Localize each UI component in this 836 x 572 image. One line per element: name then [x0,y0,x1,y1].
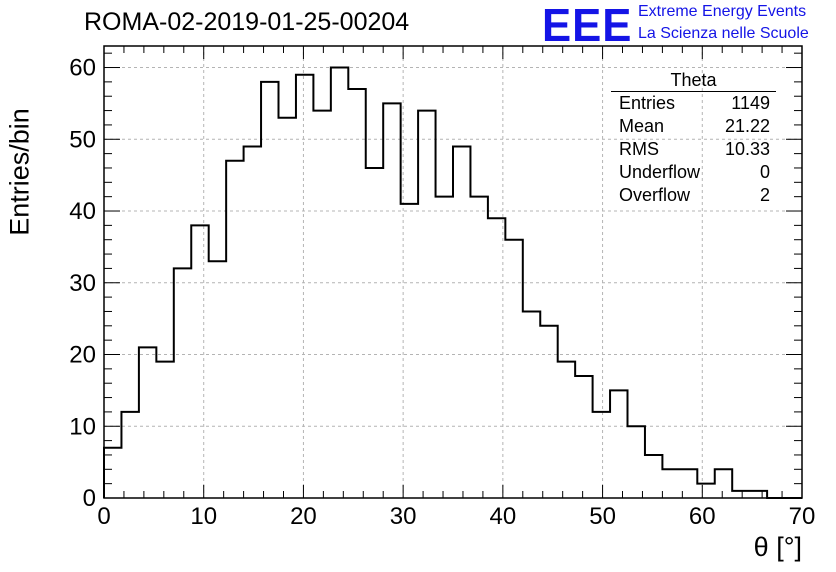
histogram-bin [523,311,540,498]
stats-label: RMS [619,139,659,159]
histogram-bin [313,111,330,498]
stats-value: 1149 [731,93,770,113]
y-tick-label: 20 [69,342,96,369]
x-axis-label: θ [°] [753,532,802,562]
histogram-outline [103,66,802,499]
histogram-bin [348,89,365,498]
histogram-bin [418,111,435,498]
y-tick-label: 30 [69,270,96,297]
x-tick-label: 50 [589,503,616,530]
x-tick-label: 30 [390,503,417,530]
histogram-bin [453,146,470,498]
histogram-bin [383,103,400,498]
histogram-bin [505,240,522,498]
histogram-bin [174,268,191,498]
stats-row-underflow: Underflow 0 [611,161,776,184]
x-tick-label: 0 [97,503,110,530]
histogram-bin [628,426,645,498]
stats-label: Overflow [619,185,691,205]
histogram-bin [139,347,156,498]
plot-frame [103,45,803,499]
stats-value: 10.33 [724,139,770,159]
stats-label: Mean [619,116,665,136]
histogram-bin [470,197,487,498]
histogram-bin [750,491,767,498]
y-tick-label: 40 [69,198,96,225]
stats-row-rms: RMS 10.33 [611,138,776,161]
stats-row-overflow: Overflow 2 [611,184,776,207]
y-tick-label: 50 [69,126,96,153]
logo-line-2: La Scienza nelle Scuole [638,25,809,42]
stats-title: Theta [611,70,776,92]
histogram-bin [662,469,679,498]
x-tick-label: 70 [789,503,816,530]
histogram-bin [593,412,610,498]
stats-row-entries: Entries 1149 [611,92,776,115]
stats-label: Underflow [619,162,701,182]
x-tick-label: 40 [490,503,517,530]
histogram-bin [121,412,138,498]
run-title: ROMA-02-2019-01-25-00204 [84,8,410,36]
stats-row-mean: Mean 21.22 [611,115,776,138]
histogram-bin [436,197,453,498]
stats-value: 0 [759,162,770,182]
histogram-bin [540,326,557,498]
histogram-bin [209,261,226,498]
histogram-bin [191,225,208,498]
histogram-bin [645,455,662,498]
x-tick-label: 60 [689,503,716,530]
y-tick-label: 60 [69,55,96,82]
y-axis-label: Entries/bin [4,108,35,236]
x-tick-label: 20 [290,503,317,530]
histogram-bin [558,362,575,498]
histogram-bin [296,75,313,498]
histogram-bin [610,390,627,498]
logo-line-1: Extreme Energy Events [638,3,807,20]
histogram-bin [244,146,261,498]
histogram-bin [279,118,296,498]
stats-value: 2 [759,185,770,205]
y-tick-label: 10 [69,413,96,440]
histogram-bin [697,484,714,498]
histogram-bin [366,168,383,498]
histogram-bin [401,204,418,498]
histogram-bin [226,161,243,498]
y-tick-label: 0 [83,485,96,512]
y-axis-label-box: Entries/bin [5,108,35,236]
stats-label: Entries [619,93,676,113]
eee-logo: EEE [542,0,633,51]
histogram-bin [732,491,749,498]
x-tick-label: 10 [190,503,217,530]
histogram-bin [156,362,173,498]
stats-box: Theta Entries 1149 Mean 21.22 RMS 10.33 … [611,70,776,207]
histogram-bin [715,469,732,498]
stats-value: 21.22 [724,116,770,136]
histogram-bin [261,82,278,498]
histogram-bin [575,376,592,498]
